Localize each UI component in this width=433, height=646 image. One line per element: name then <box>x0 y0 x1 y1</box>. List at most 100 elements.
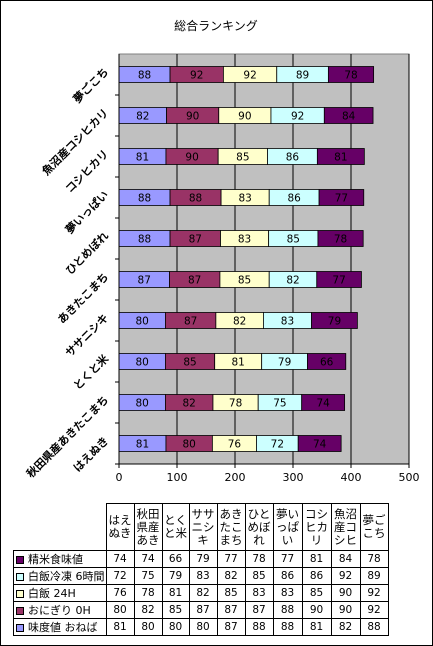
data-label: 83 <box>281 316 294 328</box>
data-label: 82 <box>233 316 246 328</box>
table-cell: 66 <box>161 550 190 568</box>
category-label: はえぬき <box>71 434 111 474</box>
series-label: 白飯冷凍 6時間 <box>13 567 107 585</box>
table-column-header: ササニシキ <box>188 503 218 551</box>
bar-segment <box>318 189 365 206</box>
series-label: 精米食味値 <box>13 550 107 568</box>
table-cell: 72 <box>105 567 135 585</box>
table-column-header: とくと米 <box>161 503 190 551</box>
table-column-header: 夢ごこち <box>359 503 389 551</box>
table-cell: 92 <box>359 601 389 619</box>
data-label: 81 <box>136 152 149 164</box>
data-label: 87 <box>189 234 202 246</box>
data-label: 92 <box>190 70 203 82</box>
data-label: 82 <box>182 398 195 410</box>
x-tick-label: 300 <box>283 471 304 484</box>
bar-segment <box>316 148 365 165</box>
data-label: 79 <box>328 316 341 328</box>
table-column-header: 夢いっぱい <box>272 503 303 551</box>
table-cell: 87 <box>216 601 246 619</box>
table-cell: 90 <box>330 584 361 602</box>
table-cell: 80 <box>105 601 135 619</box>
data-label: 77 <box>335 193 348 205</box>
bar-segment <box>301 394 346 411</box>
x-tick-label: 200 <box>225 471 246 484</box>
data-label: 87 <box>188 275 201 287</box>
table-cell: 80 <box>188 618 218 636</box>
table-cell: 77 <box>216 550 246 568</box>
data-label: 88 <box>138 70 151 82</box>
table-cell: 92 <box>359 584 389 602</box>
stacked-bar-chart: 総合ランキング 81 80 76 72 74 80 82 78 75 74 80 85 81 79 66 80… <box>23 18 419 484</box>
table-cell: 80 <box>133 618 163 636</box>
data-label: 74 <box>313 439 327 451</box>
table-column-header: あきたこまち <box>216 503 246 551</box>
series-label: 白飯 24H <box>13 584 107 602</box>
data-labels: 81 80 76 72 74 80 82 78 75 74 80 85 81 79 66 80 87 82 83 79… <box>136 70 358 451</box>
data-label: 85 <box>287 234 300 246</box>
table-cell: 77 <box>272 550 303 568</box>
table-cell: 86 <box>272 567 303 585</box>
series-name: おにぎり 0H <box>28 604 91 617</box>
data-label: 77 <box>332 275 345 287</box>
table-column-header: コシヒカリ <box>301 503 332 551</box>
data-label: 87 <box>138 275 151 287</box>
table-cell: 86 <box>301 567 332 585</box>
x-tick-label: 100 <box>167 471 188 484</box>
data-label: 87 <box>184 316 197 328</box>
bar-segment <box>317 230 364 247</box>
data-label: 80 <box>136 316 149 328</box>
data-label: 88 <box>189 193 202 205</box>
data-label: 86 <box>286 152 300 164</box>
data-label: 74 <box>316 398 330 410</box>
table-cell: 82 <box>188 584 218 602</box>
table-cell: 82 <box>330 618 361 636</box>
table-cell: 88 <box>359 618 389 636</box>
table-cell: 75 <box>133 567 163 585</box>
table-cell: 85 <box>161 601 190 619</box>
table-cell: 79 <box>161 567 190 585</box>
legend-key <box>16 624 24 632</box>
table-cell: 78 <box>133 584 163 602</box>
bar-group <box>118 66 375 452</box>
data-label: 81 <box>232 357 245 369</box>
table-column-header: はえぬき <box>105 503 135 551</box>
legend-key <box>16 556 24 564</box>
table-corner <box>13 503 107 551</box>
table-cell: 82 <box>133 601 163 619</box>
series-label: おにぎり 0H <box>13 601 107 619</box>
data-label: 90 <box>185 152 198 164</box>
data-label: 80 <box>136 398 149 410</box>
table-cell: 85 <box>301 584 332 602</box>
chart-title: 総合ランキング <box>174 18 258 33</box>
data-label: 82 <box>136 111 149 123</box>
table-row: 味度値 おねば 81 80 80 80 87 88 88 81 82 88 <box>13 618 389 636</box>
table-cell: 78 <box>244 550 274 568</box>
data-label: 75 <box>273 398 286 410</box>
table-cell: 83 <box>244 584 274 602</box>
table-column-header: 秋田県産あき <box>133 503 163 551</box>
table-cell: 74 <box>133 550 163 568</box>
data-label: 81 <box>136 439 149 451</box>
table-cell: 76 <box>105 584 135 602</box>
table-cell: 90 <box>330 601 361 619</box>
bar-segment <box>311 312 358 329</box>
data-label: 92 <box>291 111 304 123</box>
x-tick-label: 400 <box>341 471 362 484</box>
bar-segment <box>297 435 342 452</box>
series-label: 味度値 おねば <box>13 618 107 636</box>
table-cell: 81 <box>105 618 135 636</box>
legend-key <box>16 607 24 615</box>
table-cell: 85 <box>216 584 246 602</box>
table-cell: 92 <box>330 567 361 585</box>
data-label: 85 <box>238 275 251 287</box>
table-body: 精米食味値 74 74 66 79 77 78 77 81 84 78 白飯冷凍 6時間 72 75 79 8… <box>13 550 389 636</box>
data-label: 72 <box>271 439 284 451</box>
table-cell: 90 <box>301 601 332 619</box>
table-cell: 87 <box>244 601 274 619</box>
data-label: 78 <box>229 398 242 410</box>
data-label: 78 <box>334 234 347 246</box>
data-label: 85 <box>236 152 249 164</box>
data-label: 66 <box>320 357 334 369</box>
table-row: おにぎり 0H 80 82 85 87 87 87 88 90 90 92 <box>13 601 389 619</box>
